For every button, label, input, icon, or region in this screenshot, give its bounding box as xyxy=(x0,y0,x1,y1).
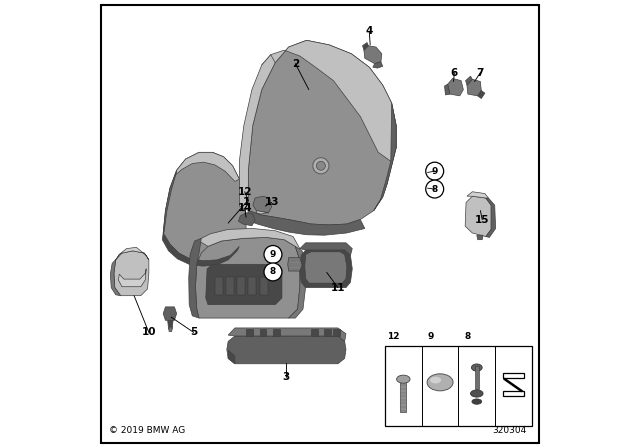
Ellipse shape xyxy=(430,377,441,383)
Text: 8: 8 xyxy=(431,185,438,194)
Text: 5: 5 xyxy=(190,327,197,337)
Polygon shape xyxy=(227,336,346,364)
Polygon shape xyxy=(189,238,202,318)
Polygon shape xyxy=(467,79,481,96)
Polygon shape xyxy=(228,350,235,364)
Polygon shape xyxy=(176,152,239,181)
Bar xyxy=(475,366,479,389)
Text: 3: 3 xyxy=(283,372,290,382)
Text: © 2019 BMW AG: © 2019 BMW AG xyxy=(109,426,185,435)
Polygon shape xyxy=(333,329,340,336)
Polygon shape xyxy=(163,307,177,320)
Text: 8: 8 xyxy=(270,267,276,276)
Polygon shape xyxy=(248,40,396,225)
Bar xyxy=(385,346,532,426)
Polygon shape xyxy=(362,43,369,50)
Polygon shape xyxy=(163,170,177,233)
Text: 2: 2 xyxy=(292,59,299,69)
Polygon shape xyxy=(262,40,396,161)
Bar xyxy=(215,277,223,295)
Polygon shape xyxy=(504,378,522,392)
Polygon shape xyxy=(253,196,271,213)
Ellipse shape xyxy=(472,364,482,371)
Text: 12: 12 xyxy=(387,332,400,341)
Polygon shape xyxy=(467,192,488,198)
Circle shape xyxy=(426,162,444,180)
Polygon shape xyxy=(445,84,450,95)
Polygon shape xyxy=(110,254,121,296)
Bar xyxy=(503,373,524,378)
Ellipse shape xyxy=(472,399,482,404)
Polygon shape xyxy=(118,269,146,287)
Text: 12: 12 xyxy=(237,187,252,197)
Bar xyxy=(400,380,406,412)
Ellipse shape xyxy=(470,390,483,397)
Text: 6: 6 xyxy=(451,68,458,78)
Polygon shape xyxy=(300,250,352,288)
Polygon shape xyxy=(169,327,172,332)
Circle shape xyxy=(313,158,329,174)
Text: 9: 9 xyxy=(431,167,438,176)
Polygon shape xyxy=(486,198,495,237)
Text: 15: 15 xyxy=(475,215,490,224)
Polygon shape xyxy=(199,228,300,260)
Text: 9: 9 xyxy=(270,250,276,259)
Bar xyxy=(237,277,245,295)
Polygon shape xyxy=(273,329,280,336)
Polygon shape xyxy=(289,246,306,318)
Circle shape xyxy=(316,161,325,170)
Polygon shape xyxy=(239,55,275,211)
Circle shape xyxy=(426,180,444,198)
Polygon shape xyxy=(163,152,246,261)
Polygon shape xyxy=(239,213,255,226)
Bar xyxy=(503,391,524,396)
Ellipse shape xyxy=(427,374,453,391)
Text: 1: 1 xyxy=(243,198,250,207)
Bar xyxy=(248,277,257,295)
Circle shape xyxy=(264,263,282,281)
Polygon shape xyxy=(324,329,332,336)
Text: 13: 13 xyxy=(264,198,279,207)
Polygon shape xyxy=(477,90,485,99)
Polygon shape xyxy=(466,76,472,85)
Text: 11: 11 xyxy=(331,283,345,293)
Polygon shape xyxy=(163,233,239,266)
Polygon shape xyxy=(311,329,317,336)
Polygon shape xyxy=(465,196,491,237)
Text: 320304: 320304 xyxy=(492,426,526,435)
Bar xyxy=(226,277,234,295)
Polygon shape xyxy=(206,264,282,305)
Text: 14: 14 xyxy=(237,203,252,213)
Polygon shape xyxy=(257,211,269,214)
Polygon shape xyxy=(288,258,302,271)
Polygon shape xyxy=(260,329,266,336)
Polygon shape xyxy=(300,243,352,255)
Polygon shape xyxy=(364,46,382,64)
Text: 4: 4 xyxy=(365,26,373,36)
Polygon shape xyxy=(477,235,483,240)
Polygon shape xyxy=(305,252,347,283)
Bar xyxy=(260,277,268,295)
Polygon shape xyxy=(168,320,173,329)
Polygon shape xyxy=(114,251,149,296)
Polygon shape xyxy=(119,247,149,260)
Polygon shape xyxy=(228,328,346,341)
Polygon shape xyxy=(195,237,300,318)
Polygon shape xyxy=(373,62,383,68)
Polygon shape xyxy=(246,211,365,235)
Polygon shape xyxy=(246,329,253,336)
Text: 10: 10 xyxy=(141,327,156,337)
Circle shape xyxy=(264,246,282,263)
Ellipse shape xyxy=(397,375,410,383)
Text: 7: 7 xyxy=(477,68,484,78)
Text: 8: 8 xyxy=(465,332,471,341)
Text: 9: 9 xyxy=(428,332,435,341)
Polygon shape xyxy=(374,103,396,211)
Polygon shape xyxy=(448,78,463,96)
